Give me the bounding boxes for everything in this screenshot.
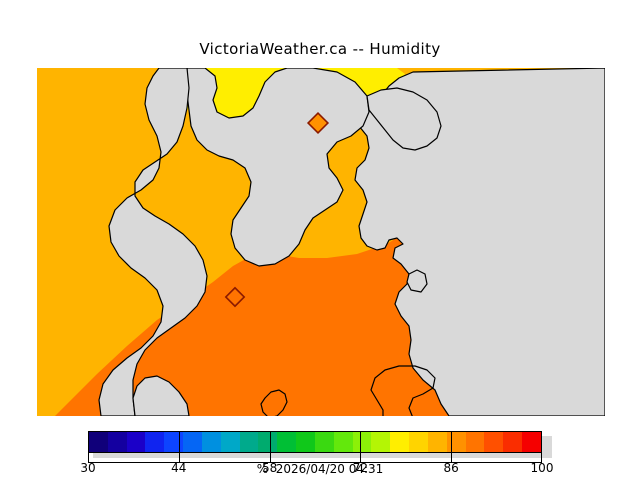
colorbar-band-16	[390, 432, 410, 452]
colorbar-tick-label-100: 100	[530, 461, 554, 475]
landmass-layer	[98, 68, 605, 416]
colorbar-band-21	[484, 432, 504, 452]
colorbar-band-14	[352, 432, 372, 452]
station-marker-north[interactable]	[306, 111, 330, 135]
islet-east-edge	[406, 269, 428, 293]
colorbar-band-8	[239, 432, 259, 452]
colorbar-band-7	[220, 432, 240, 452]
colorbar-band-15	[371, 432, 391, 452]
colorbar-tick-label-44: 44	[171, 461, 187, 475]
land-northeast-inlet	[366, 87, 442, 151]
colorbar-band-6	[201, 432, 221, 452]
colorbar-band-9	[258, 432, 278, 452]
colorbar-band-10	[277, 432, 297, 452]
colorbar-tick-label-86: 86	[443, 461, 459, 475]
colorbar-tick-58	[269, 453, 271, 463]
colorbar-tick-86	[451, 453, 453, 463]
colorbar-band-1	[107, 432, 127, 452]
colorbar-band-18	[427, 432, 447, 452]
colorbar-tick-label-72: 72	[352, 461, 369, 475]
colorbar-major-tick-72	[360, 431, 362, 453]
colorbar-band-13	[333, 432, 353, 452]
colorbar-tick-72	[360, 453, 362, 463]
colorbar-tick-30	[88, 453, 89, 463]
land-southwest-wedge	[132, 375, 190, 416]
island-small-west	[260, 389, 288, 416]
colorbar-band-19	[446, 432, 466, 452]
station-marker-south[interactable]	[224, 286, 246, 308]
colorbar-axis-line	[88, 462, 542, 463]
colorbar-band-23	[522, 432, 541, 452]
colorbar-tick-label-58: 58	[261, 461, 278, 475]
colorbar[interactable]: 30 44 58 72 86 100	[80, 431, 554, 477]
island-large-center	[370, 365, 436, 416]
map-canvas	[37, 68, 605, 416]
page-title: VictoriaWeather.ca -- Humidity	[199, 40, 441, 58]
colorbar-band-17	[409, 432, 428, 452]
colorbar-major-tick-58	[269, 431, 271, 453]
colorbar-band-12	[314, 432, 334, 452]
colorbar-band-5	[183, 432, 202, 452]
colorbar-major-tick-86	[451, 431, 453, 453]
colorbar-band-3	[145, 432, 165, 452]
colorbar-tick-44	[178, 453, 180, 463]
colorbar-tick-label-30: 30	[80, 461, 96, 475]
colorbar-axis	[88, 452, 542, 464]
colorbar-band-22	[503, 432, 523, 452]
colorbar-band-11	[296, 432, 315, 452]
land-west-strip	[98, 68, 208, 416]
colorbar-band-20	[465, 432, 485, 452]
station-markers-layer[interactable]	[224, 111, 330, 308]
colorbar-tick-100	[541, 453, 542, 463]
colorbar-major-tick-44	[178, 431, 180, 453]
humidity-map[interactable]	[37, 68, 605, 416]
colorbar-caption: % 2026/04/20 04:31	[256, 462, 384, 476]
colorbar-band-0	[89, 432, 108, 452]
colorbar-band-4	[164, 432, 184, 452]
colorbar-band-2	[126, 432, 146, 452]
colorbar-gradient[interactable]	[88, 431, 542, 453]
